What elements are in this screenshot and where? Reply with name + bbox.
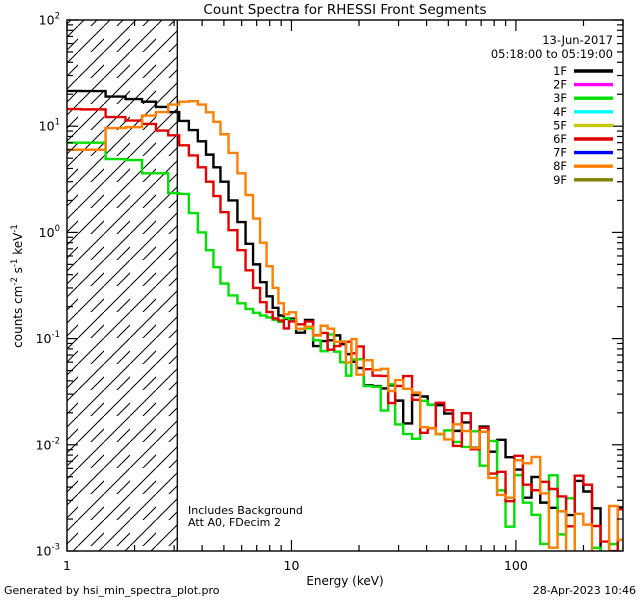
footer-timestamp: 28-Apr-2023 10:46 xyxy=(533,584,636,597)
axes-ticks xyxy=(66,19,624,552)
legend-label-4f: 4F xyxy=(553,105,567,119)
legend-label-2f: 2F xyxy=(553,78,567,92)
x-axis-tick-labels: 1 10 100 xyxy=(63,558,528,573)
y-axis-tick-labels: 10-3 10-2 10-1 100 101 102 xyxy=(36,12,60,559)
legend-label-6f: 6F xyxy=(553,132,567,146)
legend-label-8f: 8F xyxy=(553,159,567,173)
excluded-energy-band xyxy=(67,20,178,551)
legend-label-7f: 7F xyxy=(553,146,567,160)
svg-text:counts cm-2 s-1 keV-1: counts cm-2 s-1 keV-1 xyxy=(10,224,25,348)
plot-frame xyxy=(66,19,624,552)
y-axis-title: counts cm-2 s-1 keV-1 xyxy=(10,224,25,348)
x-tick-label: 100 xyxy=(504,558,528,573)
hatch-fill xyxy=(67,20,178,551)
annotation-includes-background: Includes Background xyxy=(188,504,303,517)
annotation-attenuator: Att A0, FDecim 2 xyxy=(188,516,281,529)
legend-label-9f: 9F xyxy=(553,173,567,187)
y-tick-label: 10-3 xyxy=(36,543,60,559)
x-axis-title: Energy (keV) xyxy=(306,574,383,588)
legend-label-3f: 3F xyxy=(553,91,567,105)
observation-time-range: 05:18:00 to 05:19:00 xyxy=(491,47,613,61)
y-tick-label: 10-1 xyxy=(36,330,60,346)
legend-label-5f: 5F xyxy=(553,118,567,132)
x-tick-label: 10 xyxy=(284,558,300,573)
y-tick-label: 101 xyxy=(39,118,60,134)
x-tick-label: 1 xyxy=(63,558,71,573)
observation-date: 13-Jun-2017 xyxy=(542,33,613,47)
y-tick-label: 10-2 xyxy=(36,436,60,452)
page-title: Count Spectra for RHESSI Front Segments xyxy=(203,2,486,18)
legend-label-1f: 1F xyxy=(553,64,567,78)
y-tick-label: 102 xyxy=(39,12,60,28)
spectrum-curve-8f xyxy=(67,99,623,551)
spectra-curves xyxy=(67,89,623,551)
y-tick-label: 100 xyxy=(39,224,60,240)
footer-generator: Generated by hsi_min_spectra_plot.pro xyxy=(4,584,220,597)
